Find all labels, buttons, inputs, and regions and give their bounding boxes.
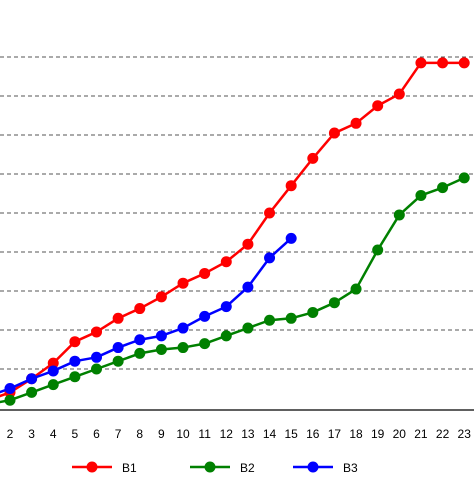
data-point-b1 [437,57,449,69]
series-b1 [0,57,470,398]
data-point-b1 [47,357,59,369]
data-point-b2 [458,172,470,184]
data-point-b1 [372,100,384,112]
data-point-b1 [264,207,276,219]
legend-label: B2 [240,461,255,474]
legend-item-b2: B2 [190,461,255,475]
x-tick-label: 21 [414,427,428,441]
x-tick-label: 13 [241,427,255,441]
data-point-b2 [328,297,340,309]
data-point-b2 [242,322,254,334]
series-b2 [0,172,470,406]
data-point-b1 [69,336,81,348]
data-point-b1 [415,57,427,69]
legend-label: B1 [122,461,137,474]
data-point-b1 [199,267,211,279]
data-point-b1 [112,312,124,324]
data-point-b2 [112,355,124,367]
data-point-b1 [91,326,103,338]
data-point-b2 [307,306,319,318]
x-tick-label: 7 [115,427,122,441]
data-point-b2 [437,182,449,194]
x-tick-label: 8 [136,427,143,441]
data-point-b2 [69,371,81,383]
data-point-b2 [155,344,167,355]
data-point-b3 [134,334,146,346]
series-b3 [0,232,297,394]
data-point-b2 [177,342,189,354]
x-tick-label: 15 [284,427,298,441]
legend-label: B3 [343,461,358,474]
data-point-b1 [307,152,319,164]
series-line-b1 [0,61,465,398]
data-point-b1 [328,127,340,139]
x-tick-label: 23 [458,427,472,441]
data-point-b1 [220,256,232,268]
x-tick-label: 22 [436,427,450,441]
data-point-b3 [242,281,254,293]
x-tick-label: 16 [306,427,320,441]
x-tick-label: 18 [349,427,363,441]
x-tick-label: 10 [176,427,190,441]
legend-item-b3: B3 [293,461,358,475]
data-point-b2 [285,312,297,324]
x-tick-label: 19 [371,427,385,441]
x-tick-label: 20 [393,427,407,441]
data-point-b3 [285,232,297,244]
x-tick-label: 11 [198,427,211,441]
data-point-b2 [91,363,103,375]
data-point-b3 [220,301,232,313]
data-point-b1 [285,180,297,192]
legend: B1 B2 B3 [72,461,358,475]
x-tick-label: 17 [328,427,342,441]
data-point-b3 [177,322,189,334]
x-tick-label: 3 [28,427,35,441]
series-line-b3 [0,237,293,394]
data-point-b1 [134,303,146,315]
x-tick-label: 4 [50,427,57,441]
legend-marker [307,461,319,473]
data-point-b3 [26,373,38,385]
legend-item-b1: B1 [72,461,137,475]
data-point-b2 [393,209,405,221]
data-point-b3 [69,355,81,367]
data-point-b3 [47,365,59,377]
x-tick-label: 2 [7,427,14,441]
data-point-b3 [91,351,103,363]
data-point-b2 [415,189,427,201]
data-point-b3 [112,342,124,354]
data-point-b2 [199,338,211,350]
x-tick-labels: 2 3 4 5 6 7 8 9 10 11 12 13 14 15 16 17 18 19 20 21 22 23 [7,427,472,441]
data-point-b1 [350,117,362,129]
data-point-b3 [199,310,211,322]
data-point-b1 [393,88,405,100]
data-point-b2 [4,394,16,406]
x-tick-label: 6 [93,427,100,441]
data-point-b1 [177,277,189,289]
data-point-b2 [47,379,59,391]
data-point-b2 [220,330,232,342]
data-point-b2 [350,283,362,295]
data-point-b3 [4,383,16,394]
legend-marker [86,461,98,473]
x-tick-label: 14 [263,427,277,441]
data-point-b2 [26,386,38,398]
x-tick-label: 9 [158,427,165,441]
data-point-b3 [155,330,167,342]
data-point-b1 [458,57,470,69]
data-point-b1 [155,291,167,303]
data-point-b3 [264,252,276,264]
data-point-b1 [242,238,254,250]
legend-marker [204,461,216,473]
data-point-b2 [134,347,146,359]
data-point-b2 [264,314,276,326]
series-lines [0,57,470,406]
x-tick-label: 5 [72,427,79,441]
data-point-b2 [372,244,384,256]
x-tick-label: 12 [220,427,234,441]
